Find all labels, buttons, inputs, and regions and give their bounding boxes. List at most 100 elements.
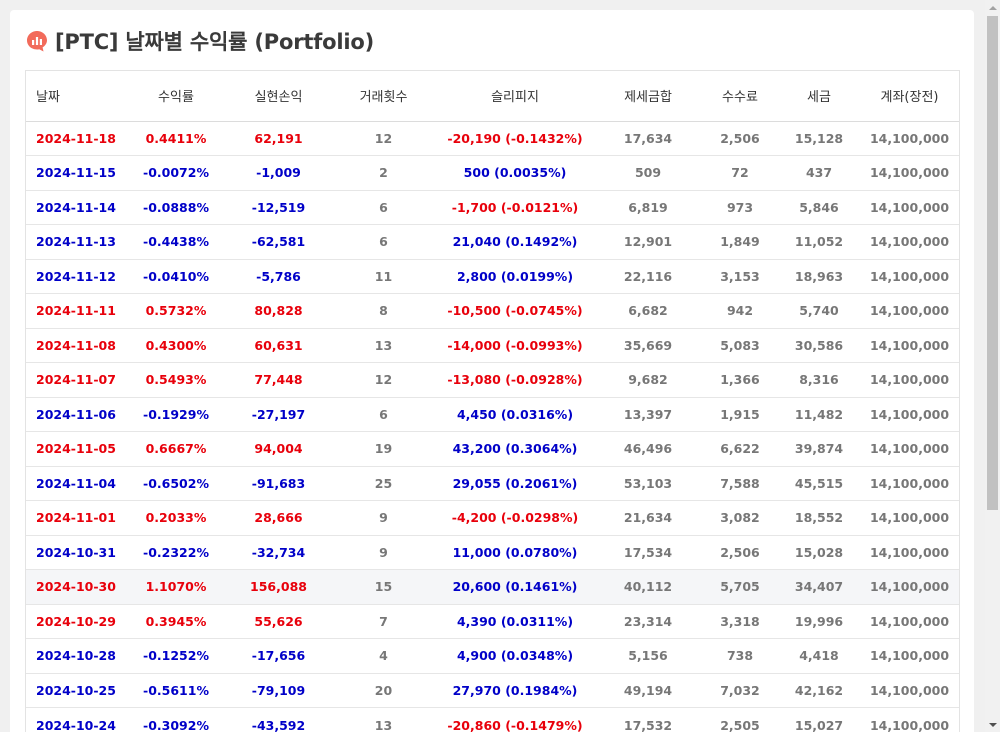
cell-tax: 15,128	[778, 120, 860, 156]
table-row[interactable]: 2024-10-25 -0.5611% -79,109 20 27,970 (0.198…	[26, 672, 959, 708]
cell-date: 2024-11-12	[26, 258, 126, 294]
cell-return: 1.1070%	[126, 569, 226, 604]
table-row[interactable]: 2024-11-01 0.2033% 28,666 9 -4,200 (-0.0298%…	[26, 500, 959, 535]
page-title: [PTC] 날짜별 수익률 (Portfolio)	[55, 30, 374, 54]
table-row[interactable]: 2024-10-28 -0.1252% -17,656 4 4,900 (0.0348%…	[26, 638, 959, 673]
table-row[interactable]: 2024-11-06 -0.1929% -27,197 6 4,450 (0.0316%…	[26, 396, 959, 432]
header-date[interactable]: 날짜	[26, 71, 126, 122]
cell-fee: 3,153	[702, 258, 778, 294]
table-row[interactable]: 2024-10-29 0.3945% 55,626 7 4,390 (0.0311%) 2…	[26, 603, 959, 639]
cell-fee: 72	[702, 155, 778, 190]
table-body: 2024-11-18 0.4411% 62,191 12 -20,190 (-0.143…	[26, 120, 959, 732]
cell-account: 14,100,000	[860, 396, 959, 432]
cell-date: 2024-11-01	[26, 500, 126, 535]
cell-tax-fee-total: 9,682	[594, 362, 702, 397]
report-card: [PTC] 날짜별 수익률 (Portfolio) 날짜 수익률 실현손익 거래…	[10, 10, 974, 732]
cell-trades: 6	[331, 396, 436, 432]
table-row[interactable]: 2024-11-14 -0.0888% -12,519 6 -1,700 (-0.012…	[26, 189, 959, 225]
cell-fee: 1,915	[702, 396, 778, 432]
cell-tax-fee-total: 40,112	[594, 569, 702, 604]
table-row[interactable]: 2024-10-31 -0.2322% -32,734 9 11,000 (0.0780…	[26, 534, 959, 570]
cell-pnl: -17,656	[226, 638, 331, 673]
table-row[interactable]: 2024-10-24 -0.3092% -43,592 13 -20,860 (-0.1…	[26, 707, 959, 732]
cell-tax-fee-total: 23,314	[594, 603, 702, 639]
cell-account: 14,100,000	[860, 431, 959, 466]
table-row[interactable]: 2024-11-05 0.6667% 94,004 19 43,200 (0.3064%…	[26, 431, 959, 466]
table-row[interactable]: 2024-11-18 0.4411% 62,191 12 -20,190 (-0.143…	[26, 120, 959, 156]
cell-tax-fee-total: 22,116	[594, 258, 702, 294]
table-row[interactable]: 2024-11-07 0.5493% 77,448 12 -13,080 (-0.092…	[26, 362, 959, 397]
header-pnl[interactable]: 실현손익	[226, 71, 331, 122]
cell-slippage: -1,700 (-0.0121%)	[436, 189, 594, 225]
table-row[interactable]: 2024-11-11 0.5732% 80,828 8 -10,500 (-0.0745…	[26, 293, 959, 328]
header-trades[interactable]: 거래횟수	[331, 71, 436, 122]
cell-pnl: -1,009	[226, 155, 331, 190]
cell-fee: 1,366	[702, 362, 778, 397]
cell-fee: 2,506	[702, 534, 778, 570]
cell-return: -0.2322%	[126, 534, 226, 570]
scroll-down-arrow-icon[interactable]	[985, 717, 1000, 732]
header-tax[interactable]: 세금	[778, 71, 860, 122]
table-row[interactable]: 2024-11-04 -0.6502% -91,683 25 29,055 (0.206…	[26, 465, 959, 501]
table-row[interactable]: 2024-11-08 0.4300% 60,631 13 -14,000 (-0.099…	[26, 327, 959, 363]
header-fee[interactable]: 수수료	[702, 71, 778, 122]
cell-account: 14,100,000	[860, 500, 959, 535]
cell-fee: 942	[702, 293, 778, 328]
cell-tax: 15,027	[778, 707, 860, 732]
cell-tax-fee-total: 53,103	[594, 465, 702, 501]
cell-tax: 5,846	[778, 189, 860, 225]
cell-tax: 19,996	[778, 603, 860, 639]
cell-tax: 11,052	[778, 224, 860, 259]
vertical-scrollbar[interactable]	[985, 0, 1000, 732]
cell-fee: 5,083	[702, 327, 778, 363]
cell-tax: 39,874	[778, 431, 860, 466]
table-row[interactable]: 2024-11-12 -0.0410% -5,786 11 2,800 (0.0199%…	[26, 258, 959, 294]
cell-date: 2024-11-14	[26, 189, 126, 225]
cell-tax: 34,407	[778, 569, 860, 604]
cell-tax: 30,586	[778, 327, 860, 363]
cell-date: 2024-11-18	[26, 120, 126, 156]
cell-fee: 2,505	[702, 707, 778, 732]
scroll-up-arrow-icon[interactable]	[985, 0, 1000, 15]
table-header-row: 날짜 수익률 실현손익 거래횟수 슬리피지 제세금합 수수료 세금 계좌(장전)	[26, 71, 959, 122]
cell-account: 14,100,000	[860, 465, 959, 501]
cell-pnl: 80,828	[226, 293, 331, 328]
cell-fee: 7,588	[702, 465, 778, 501]
table-row[interactable]: 2024-11-13 -0.4438% -62,581 6 21,040 (0.1492…	[26, 224, 959, 259]
cell-return: -0.0410%	[126, 258, 226, 294]
cell-slippage: 11,000 (0.0780%)	[436, 534, 594, 570]
cell-date: 2024-11-15	[26, 155, 126, 190]
cell-pnl: 77,448	[226, 362, 331, 397]
cell-return: 0.3945%	[126, 603, 226, 639]
cell-tax: 5,740	[778, 293, 860, 328]
cell-account: 14,100,000	[860, 189, 959, 225]
header-account[interactable]: 계좌(장전)	[860, 71, 959, 122]
scrollbar-thumb[interactable]	[987, 16, 998, 510]
cell-fee: 973	[702, 189, 778, 225]
cell-tax: 45,515	[778, 465, 860, 501]
header-return[interactable]: 수익률	[126, 71, 226, 122]
cell-date: 2024-10-30	[26, 569, 126, 604]
cell-tax: 18,552	[778, 500, 860, 535]
cell-slippage: 4,450 (0.0316%)	[436, 396, 594, 432]
header-tax-fee-total[interactable]: 제세금합	[594, 71, 702, 122]
cell-date: 2024-10-31	[26, 534, 126, 570]
cell-return: -0.0072%	[126, 155, 226, 190]
cell-slippage: 21,040 (0.1492%)	[436, 224, 594, 259]
cell-slippage: 27,970 (0.1984%)	[436, 672, 594, 708]
cell-date: 2024-10-25	[26, 672, 126, 708]
table-row[interactable]: 2024-10-30 1.1070% 156,088 15 20,600 (0.1461…	[26, 569, 959, 604]
cell-slippage: 4,390 (0.0311%)	[436, 603, 594, 639]
header-slippage[interactable]: 슬리피지	[436, 71, 594, 122]
cell-tax-fee-total: 6,682	[594, 293, 702, 328]
table-row[interactable]: 2024-11-15 -0.0072% -1,009 2 500 (0.0035%) 50…	[26, 155, 959, 190]
cell-return: -0.1929%	[126, 396, 226, 432]
cell-tax-fee-total: 17,534	[594, 534, 702, 570]
cell-tax-fee-total: 17,532	[594, 707, 702, 732]
cell-pnl: 62,191	[226, 120, 331, 156]
cell-account: 14,100,000	[860, 707, 959, 732]
cell-date: 2024-11-11	[26, 293, 126, 328]
cell-fee: 3,318	[702, 603, 778, 639]
cell-account: 14,100,000	[860, 327, 959, 363]
cell-date: 2024-11-06	[26, 396, 126, 432]
